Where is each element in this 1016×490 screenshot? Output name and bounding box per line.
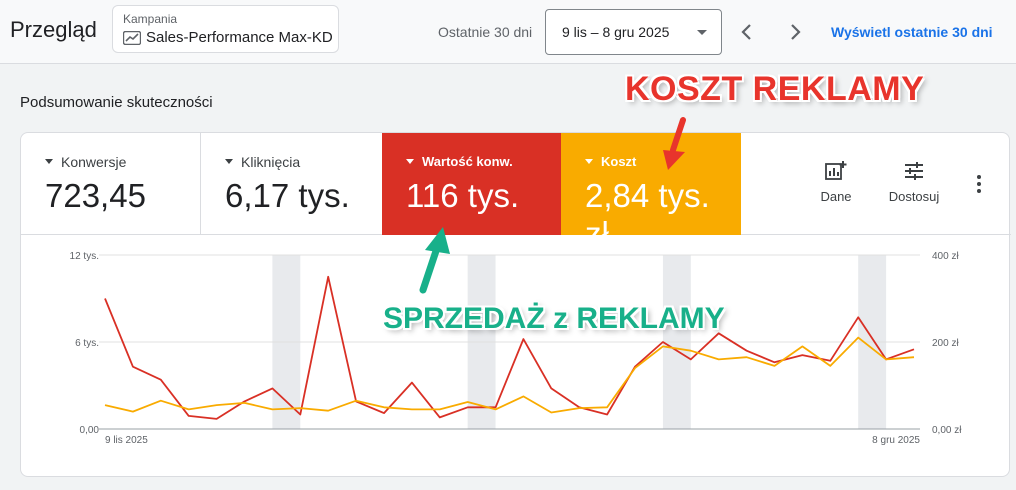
metrics-row: Konwersje 723,45 Kliknięcia 6,17 tys. Wa… (21, 133, 1011, 252)
dropdown-triangle-icon (406, 159, 414, 164)
metric-label: Kliknięcia (241, 154, 301, 170)
metric-label: Koszt (601, 154, 637, 169)
view-last-30-days-link[interactable]: Wyświetl ostatnie 30 dni (831, 24, 993, 40)
campaign-selector[interactable]: Kampania Sales-Performance Max-KD (112, 5, 339, 53)
dropdown-triangle-icon (225, 159, 233, 164)
chevron-left-icon[interactable] (735, 20, 759, 44)
x-axis-start-label: 9 lis 2025 (105, 435, 148, 446)
range-label: Ostatnie 30 dni (438, 24, 533, 40)
x-axis-end-label: 8 gru 2025 (872, 435, 920, 446)
metric-conversion-value[interactable]: Wartość konw. 116 tys. (382, 133, 562, 235)
metric-value: 6,17 tys. (225, 177, 350, 214)
right-axis-tick: 200 zł (932, 338, 959, 349)
annotation-sprzedaz: SPRZEDAŻ z REKLAMY (383, 302, 725, 335)
metric-clicks[interactable]: Kliknięcia 6,17 tys. (201, 133, 381, 235)
add-chart-icon (825, 161, 847, 180)
metric-value: 116 tys. (406, 177, 520, 214)
series-line-orange (104, 336, 915, 414)
chevron-right-icon[interactable] (783, 20, 807, 44)
metric-cost[interactable]: Koszt 2,84 tys. zł (561, 133, 741, 252)
metric-conversions[interactable]: Konwersje 723,45 (21, 133, 201, 235)
section-title: Podsumowanie skuteczności (20, 94, 213, 111)
more-vert-icon[interactable] (971, 173, 987, 195)
metric-value: 2,84 tys. zł (585, 177, 710, 252)
left-axis-tick: 6 tys. (75, 338, 99, 349)
trend-icon (123, 31, 141, 45)
left-axis-tick: 0,00 (80, 425, 100, 436)
page-title: Przegląd (10, 17, 97, 42)
annotation-koszt: KOSZT REKLAMY (625, 70, 925, 108)
metric-label: Konwersje (61, 154, 127, 170)
dropdown-triangle-icon (45, 159, 53, 164)
customize-button[interactable]: Dostosuj (879, 161, 949, 211)
series-line-red (104, 275, 915, 420)
data-button[interactable]: Dane (801, 161, 871, 211)
customize-button-label: Dostosuj (888, 189, 940, 204)
metric-value: 723,45 (45, 177, 146, 214)
performance-card: Konwersje 723,45 Kliknięcia 6,17 tys. Wa… (20, 132, 1011, 477)
dropdown-triangle-icon (585, 159, 593, 164)
campaign-name: Sales-Performance Max-KD (146, 29, 333, 46)
data-button-label: Dane (820, 189, 852, 204)
campaign-label: Kampania (123, 12, 178, 26)
performance-chart: 12 tys. 6 tys. 0,00 400 zł 200 zł 0,00 z… (70, 251, 963, 446)
left-axis-tick: 12 tys. (70, 251, 99, 262)
tune-icon (905, 162, 923, 180)
date-range-value: 9 lis – 8 gru 2025 (562, 24, 670, 40)
date-range-select[interactable]: 9 lis – 8 gru 2025 (545, 9, 722, 55)
metric-label: Wartość konw. (422, 154, 513, 169)
chevron-down-icon (697, 30, 707, 35)
right-axis-tick: 400 zł (932, 251, 959, 262)
top-bar: Przegląd Kampania Sales-Performance Max-… (0, 0, 1016, 64)
right-axis-tick: 0,00 zł (932, 425, 962, 436)
